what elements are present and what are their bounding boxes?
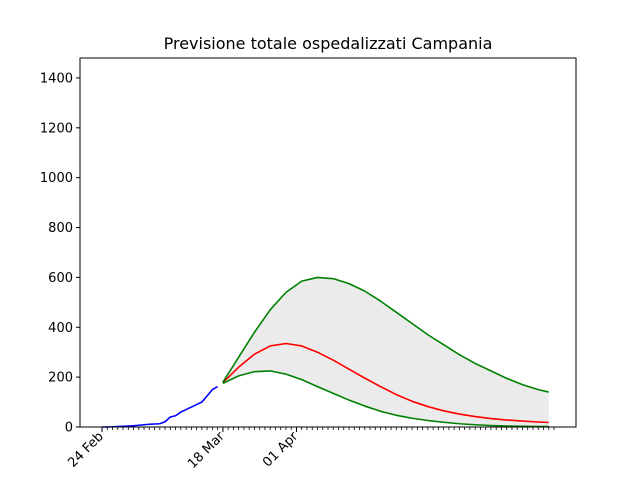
- axes-frame: [79, 57, 577, 428]
- y-tick-label: 1200: [40, 121, 73, 136]
- y-tick-label: 1400: [40, 71, 73, 86]
- y-axis: 0 200 400 600 800 1000 1200 1400: [40, 71, 80, 436]
- y-tick-label: 1000: [40, 171, 73, 186]
- series-line-3: [222, 276, 549, 393]
- plot-area: [102, 276, 549, 428]
- series-line-2: [222, 342, 549, 424]
- y-tick-label: 800: [48, 221, 73, 236]
- series-line-4: [222, 370, 549, 428]
- series-line-1: [102, 385, 219, 428]
- confidence-band: [222, 277, 549, 427]
- y-tick-label: 600: [48, 271, 73, 286]
- y-tick-label: 0: [65, 421, 73, 436]
- y-tick-label: 200: [48, 371, 73, 386]
- chart-title: Previsione totale ospedalizzati Campania: [164, 34, 493, 53]
- y-tick-label: 400: [48, 321, 73, 336]
